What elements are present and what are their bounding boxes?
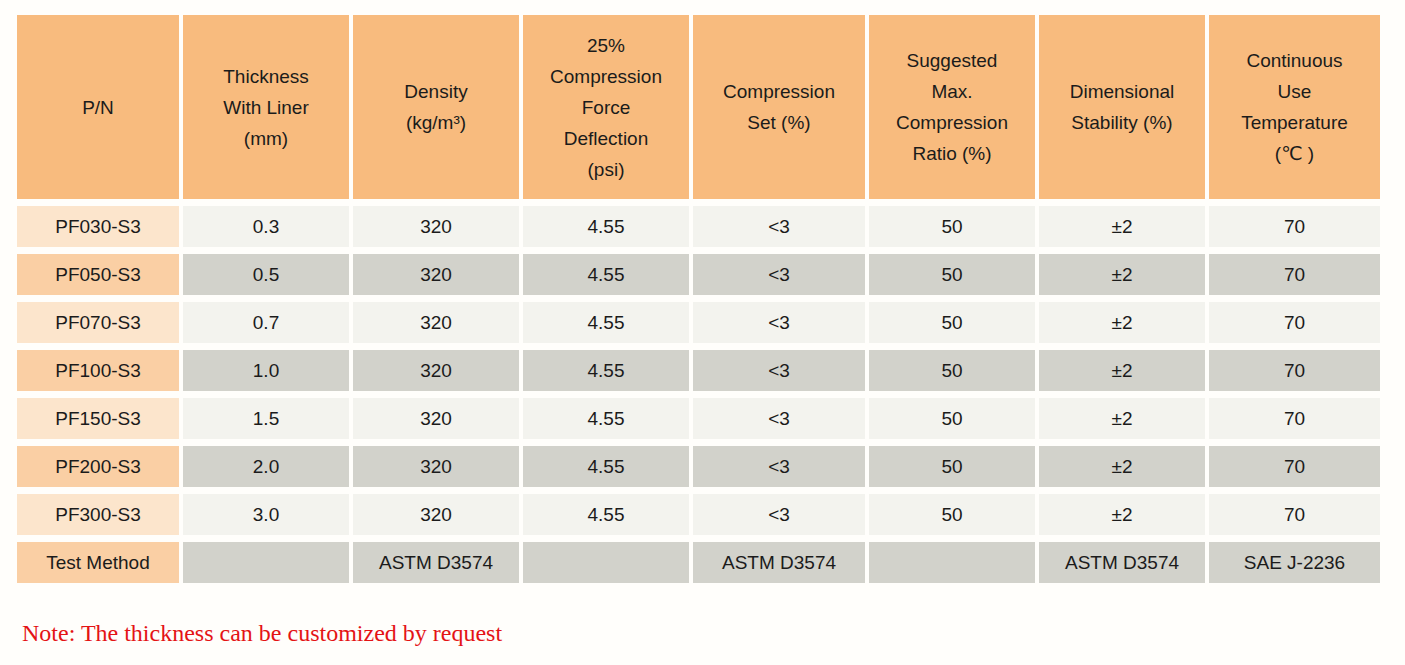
part-number-cell: PF050-S3 bbox=[17, 254, 179, 295]
data-cell: ±2 bbox=[1039, 254, 1205, 295]
column-header-pn: P/N bbox=[17, 15, 179, 199]
data-cell: 2.0 bbox=[183, 446, 349, 487]
data-cell: 4.55 bbox=[523, 494, 689, 535]
data-cell: ±2 bbox=[1039, 494, 1205, 535]
data-cell: <3 bbox=[693, 446, 865, 487]
data-cell: ±2 bbox=[1039, 398, 1205, 439]
column-header-density: Density (kg/m³) bbox=[353, 15, 519, 199]
data-cell: 3.0 bbox=[183, 494, 349, 535]
data-cell bbox=[523, 542, 689, 583]
column-header-compression-set: Compression Set (%) bbox=[693, 15, 865, 199]
data-cell: 50 bbox=[869, 398, 1035, 439]
data-cell: 50 bbox=[869, 206, 1035, 247]
spec-table: P/N Thickness With Liner (mm) Density (k… bbox=[13, 8, 1384, 590]
data-cell: 70 bbox=[1209, 446, 1380, 487]
table-row: PF150-S31.53204.55<350±270 bbox=[17, 398, 1380, 439]
data-cell bbox=[183, 542, 349, 583]
data-cell: 320 bbox=[353, 494, 519, 535]
table-row: PF030-S30.33204.55<350±270 bbox=[17, 206, 1380, 247]
data-cell: 4.55 bbox=[523, 206, 689, 247]
table-row: PF050-S30.53204.55<350±270 bbox=[17, 254, 1380, 295]
table-row: PF070-S30.73204.55<350±270 bbox=[17, 302, 1380, 343]
header-row: P/N Thickness With Liner (mm) Density (k… bbox=[17, 15, 1380, 199]
data-cell: 4.55 bbox=[523, 398, 689, 439]
table-row: PF200-S32.03204.55<350±270 bbox=[17, 446, 1380, 487]
column-header-continuous-use-temperature: Continuous Use Temperature (℃ ) bbox=[1209, 15, 1380, 199]
data-cell: 70 bbox=[1209, 398, 1380, 439]
data-cell: 70 bbox=[1209, 206, 1380, 247]
part-number-cell: PF300-S3 bbox=[17, 494, 179, 535]
table-row: PF300-S33.03204.55<350±270 bbox=[17, 494, 1380, 535]
data-cell: 70 bbox=[1209, 254, 1380, 295]
data-cell: ASTM D3574 bbox=[693, 542, 865, 583]
data-cell: 50 bbox=[869, 350, 1035, 391]
test-method-row: Test Method ASTM D3574 ASTM D3574 ASTM D357… bbox=[17, 542, 1380, 583]
data-cell: 4.55 bbox=[523, 446, 689, 487]
data-cell: 1.0 bbox=[183, 350, 349, 391]
data-cell: 70 bbox=[1209, 350, 1380, 391]
data-cell: <3 bbox=[693, 494, 865, 535]
data-cell: 320 bbox=[353, 350, 519, 391]
data-cell: ±2 bbox=[1039, 350, 1205, 391]
column-header-compression-force-deflection: 25% Compression Force Deflection (psi) bbox=[523, 15, 689, 199]
data-cell: 0.3 bbox=[183, 206, 349, 247]
column-header-thickness-with-liner: Thickness With Liner (mm) bbox=[183, 15, 349, 199]
data-cell: ±2 bbox=[1039, 206, 1205, 247]
data-cell: 70 bbox=[1209, 302, 1380, 343]
part-number-cell: PF200-S3 bbox=[17, 446, 179, 487]
data-cell: 0.7 bbox=[183, 302, 349, 343]
column-header-suggested-max-compression-ratio: Suggested Max. Compression Ratio (%) bbox=[869, 15, 1035, 199]
data-cell: 50 bbox=[869, 302, 1035, 343]
test-method-label-cell: Test Method bbox=[17, 542, 179, 583]
data-cell: 50 bbox=[869, 446, 1035, 487]
data-cell: <3 bbox=[693, 206, 865, 247]
data-cell: SAE J-2236 bbox=[1209, 542, 1380, 583]
part-number-cell: PF030-S3 bbox=[17, 206, 179, 247]
spec-table-body: PF030-S30.33204.55<350±270PF050-S30.5320… bbox=[17, 206, 1380, 583]
data-cell: <3 bbox=[693, 398, 865, 439]
data-cell: ASTM D3574 bbox=[1039, 542, 1205, 583]
data-cell: 4.55 bbox=[523, 254, 689, 295]
data-cell: ASTM D3574 bbox=[353, 542, 519, 583]
data-cell: 320 bbox=[353, 206, 519, 247]
column-header-dimensional-stability: Dimensional Stability (%) bbox=[1039, 15, 1205, 199]
part-number-cell: PF100-S3 bbox=[17, 350, 179, 391]
part-number-cell: PF150-S3 bbox=[17, 398, 179, 439]
data-cell: 320 bbox=[353, 302, 519, 343]
data-cell: 50 bbox=[869, 254, 1035, 295]
data-cell: 4.55 bbox=[523, 302, 689, 343]
data-cell: 320 bbox=[353, 446, 519, 487]
data-cell: 320 bbox=[353, 254, 519, 295]
data-cell: 70 bbox=[1209, 494, 1380, 535]
data-cell: <3 bbox=[693, 302, 865, 343]
data-cell: 4.55 bbox=[523, 350, 689, 391]
data-cell: 50 bbox=[869, 494, 1035, 535]
part-number-cell: PF070-S3 bbox=[17, 302, 179, 343]
data-cell: <3 bbox=[693, 350, 865, 391]
table-row: PF100-S31.03204.55<350±270 bbox=[17, 350, 1380, 391]
data-cell bbox=[869, 542, 1035, 583]
data-cell: 1.5 bbox=[183, 398, 349, 439]
spec-table-header: P/N Thickness With Liner (mm) Density (k… bbox=[17, 15, 1380, 199]
data-cell: 0.5 bbox=[183, 254, 349, 295]
data-cell: ±2 bbox=[1039, 446, 1205, 487]
data-cell: <3 bbox=[693, 254, 865, 295]
data-cell: 320 bbox=[353, 398, 519, 439]
data-cell: ±2 bbox=[1039, 302, 1205, 343]
note-text: Note: The thickness can be customized by… bbox=[22, 620, 1405, 647]
